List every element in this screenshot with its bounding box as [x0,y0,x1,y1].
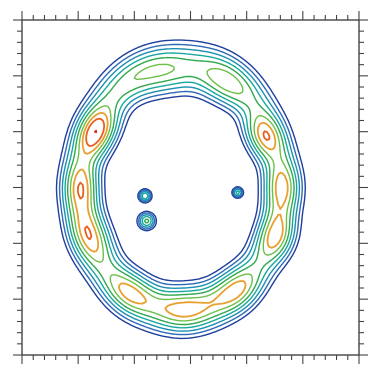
contour-lines [55,39,306,340]
contour-level-2 [58,43,303,336]
axis-ticks [13,11,368,364]
contour-level-6 [69,63,292,322]
contour-level-3 [61,48,301,332]
plot-frame [21,19,360,356]
contour-level-9 [93,129,98,134]
contour-level-1 [55,39,306,340]
contour-level-4 [64,52,298,329]
contour-level-7 [72,112,289,318]
contour-level-5 [67,56,295,326]
contour-level-8 [77,117,271,241]
